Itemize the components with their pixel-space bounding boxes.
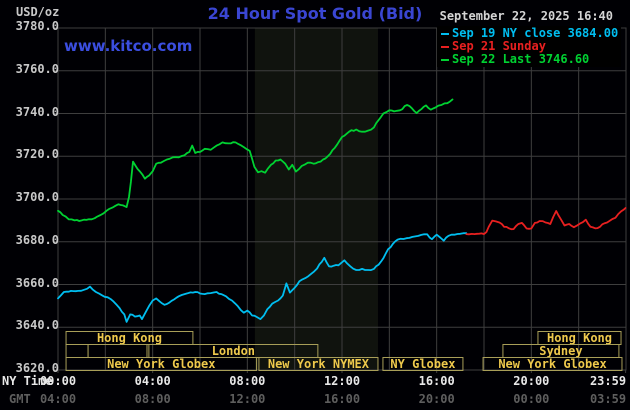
- session-label: Sydney: [539, 344, 582, 358]
- x-tick-label-gmt: 04:00: [39, 392, 77, 406]
- session-box: [482, 357, 623, 371]
- x-tick-label-ny: 12:00: [323, 374, 361, 388]
- legend-item: Sep 22 Last 3746.60: [437, 53, 621, 66]
- datetime-label: September 22, 2025 16:40: [439, 9, 613, 23]
- chart-title: 24 Hour Spot Gold (Bid): [207, 4, 423, 23]
- kitco-watermark: www.kitco.com: [64, 37, 193, 55]
- y-tick-label: 3620.0: [15, 361, 59, 375]
- x-tick-label-gmt: 00:00: [513, 392, 550, 406]
- x-tick-label-gmt: 20:00: [418, 392, 455, 406]
- session-label: Hong Kong: [547, 331, 612, 345]
- legend-dash-icon: [441, 46, 449, 48]
- session-label: London: [212, 344, 255, 358]
- x-tick-label-ny: 04:00: [134, 374, 171, 388]
- series-line-sep-22-last: [57, 98, 454, 222]
- y-tick-label: 3740.0: [15, 104, 59, 119]
- legend-dash-icon: [441, 33, 449, 35]
- session-label: NY Globex: [390, 357, 455, 371]
- x-tick-label-gmt: 03:59: [589, 392, 627, 406]
- y-tick-label: 3640.0: [15, 318, 59, 333]
- y-tick-label: 3760.0: [15, 61, 59, 76]
- session-box: [382, 357, 464, 371]
- x-tick-label-ny: 16:00: [418, 374, 455, 388]
- legend-label: Sep 21 Sunday: [452, 39, 546, 53]
- session-label: Hong Kong: [97, 331, 162, 345]
- y-tick-label: 3720.0: [15, 147, 59, 162]
- legend-label: Sep 19 NY close 3684.00: [452, 26, 619, 40]
- x-tick-label-ny: 08:00: [229, 374, 266, 388]
- series-line-sep-21-sunday: [465, 207, 627, 236]
- y-tick-label: 3780.0: [15, 19, 59, 33]
- ny-time-axis-label: NY Time: [2, 374, 53, 388]
- session-box: [65, 344, 89, 358]
- y-tick-label: 3680.0: [15, 232, 59, 247]
- x-tick-label-gmt: 12:00: [229, 392, 266, 406]
- x-tick-label-gmt: 16:00: [323, 392, 361, 406]
- legend-item: Sep 19 NY close 3684.00: [437, 27, 621, 40]
- session-label: New York Globex: [107, 357, 215, 371]
- y-axis-units-label: USD/oz: [16, 5, 60, 19]
- legend-label: Sep 22 Last 3746.60: [452, 52, 590, 66]
- x-tick-label-gmt: 08:00: [134, 392, 171, 406]
- session-label: New York NYMEX: [268, 357, 370, 371]
- x-tick-label-ny: 20:00: [513, 374, 550, 388]
- x-tick-label-ny: 23:59: [589, 374, 627, 388]
- session-label: New York Globex: [498, 357, 606, 371]
- legend: Sep 19 NY close 3684.00 Sep 21 Sunday Sep …: [437, 26, 621, 67]
- legend-item: Sep 21 Sunday: [437, 40, 621, 53]
- y-tick-label: 3700.0: [15, 190, 59, 204]
- gmt-axis-label: GMT: [9, 392, 31, 406]
- y-tick-label: 3660.0: [15, 275, 59, 290]
- session-box: [87, 344, 148, 358]
- legend-dash-icon: [441, 59, 449, 61]
- session-box: [65, 357, 258, 371]
- series-line-sep-19-ny-close: [57, 232, 468, 323]
- session-box: [258, 357, 379, 371]
- x-tick-label-ny: 00:00: [39, 374, 77, 388]
